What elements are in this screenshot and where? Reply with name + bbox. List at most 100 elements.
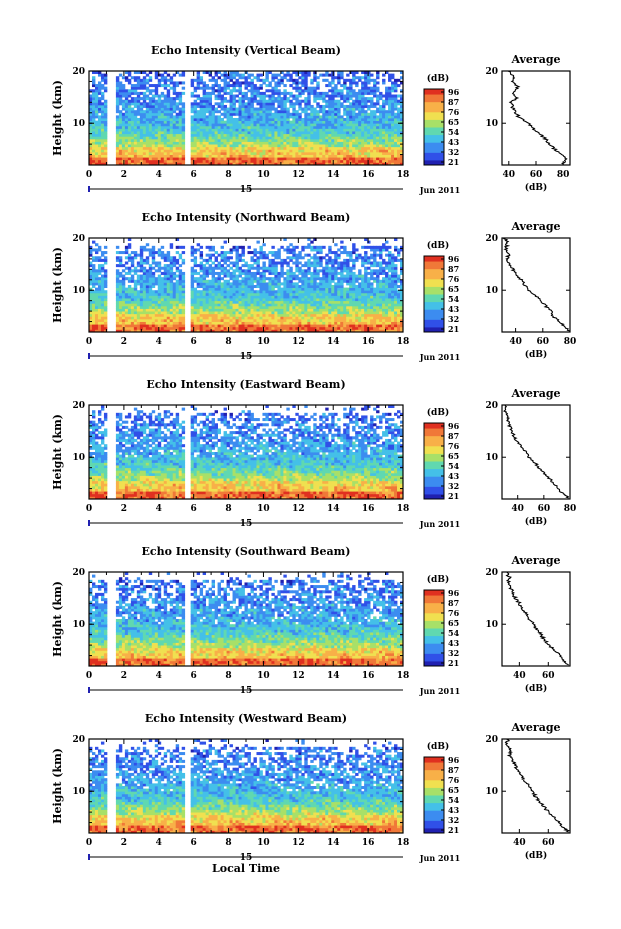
heatmap-cell	[340, 159, 344, 163]
heatmap-cell	[163, 107, 168, 111]
heatmap-cell	[262, 78, 266, 82]
heatmap-cell	[352, 287, 356, 291]
heatmap-cell	[124, 318, 129, 322]
heatmap-cell	[172, 125, 177, 129]
heatmap-cell	[283, 292, 287, 296]
heatmap-cell	[121, 287, 126, 291]
heatmap-cell	[139, 86, 144, 90]
heatmap-cell	[199, 78, 204, 82]
heatmap-cell	[202, 120, 207, 124]
heatmap-cell	[193, 146, 198, 150]
heatmap-cell	[325, 285, 329, 289]
heatmap-cell	[370, 97, 374, 101]
heatmap-cell	[262, 144, 266, 148]
heatmap-cell	[139, 141, 144, 145]
heatmap-cell	[346, 162, 350, 166]
heatmap-cell	[256, 76, 260, 80]
heatmap-cell	[244, 115, 248, 119]
heatmap-cell	[166, 102, 171, 106]
heatmap-cell	[322, 298, 326, 302]
heatmap-cell	[232, 154, 236, 158]
heatmap-cell	[181, 318, 186, 322]
heatmap-cell	[307, 128, 311, 132]
heatmap-cell	[388, 157, 392, 161]
heatmap-cell	[124, 71, 129, 75]
heatmap-cell	[193, 326, 198, 330]
heatmap-cell	[325, 287, 329, 291]
heatmap-cell	[337, 91, 341, 95]
heatmap-cell	[244, 311, 248, 315]
heatmap-cell	[325, 123, 329, 127]
heatmap-cell	[121, 311, 126, 315]
heatmap-cell	[181, 86, 186, 90]
heatmap-cell	[265, 316, 269, 320]
heatmap-cell	[292, 81, 296, 85]
heatmap-cell	[169, 298, 174, 302]
heatmap-cell	[262, 115, 266, 119]
heatmap-cell	[307, 290, 311, 294]
heatmap-cell	[91, 97, 96, 101]
heatmap-cell	[157, 120, 162, 124]
heatmap-cell	[217, 89, 221, 93]
heatmap-cell	[100, 107, 105, 111]
heatmap-cell	[256, 128, 260, 132]
heatmap-cell	[211, 115, 215, 119]
heatmap-cell	[349, 326, 353, 330]
colorbar-tick-label: 32	[448, 147, 459, 157]
heatmap-cell	[205, 120, 210, 124]
heatmap-cell	[295, 138, 299, 142]
heatmap-cell	[343, 313, 347, 317]
heatmap-cell	[349, 305, 353, 309]
heatmap-cell	[175, 94, 180, 98]
heatmap-cell	[286, 321, 290, 325]
heatmap-cell	[328, 321, 332, 325]
heatmap-cell	[280, 329, 284, 333]
heatmap-cell	[94, 136, 99, 140]
heatmap-cell	[259, 97, 263, 101]
heatmap-cell	[373, 128, 377, 132]
heatmap-cell	[391, 81, 395, 85]
heatmap-cell	[229, 303, 233, 307]
heatmap-cell	[373, 138, 377, 142]
heatmap-cell	[244, 104, 248, 108]
heatmap-cell	[208, 131, 213, 135]
heatmap-cell	[331, 125, 335, 129]
heatmap-cell	[358, 316, 362, 320]
heatmap-cell	[103, 298, 108, 302]
heatmap-cell	[121, 76, 126, 80]
heatmap-cell	[373, 120, 377, 124]
heatmap-cell	[100, 285, 105, 289]
heatmap-cell	[130, 91, 135, 95]
heatmap-cell	[343, 125, 347, 129]
heatmap-cell	[190, 136, 195, 140]
heatmap-cell	[169, 318, 174, 322]
heatmap-cell	[226, 136, 230, 140]
heatmap-cell	[265, 104, 269, 108]
date-label: 15	[240, 185, 253, 195]
heatmap-cell	[349, 298, 353, 302]
heatmap-cell	[328, 128, 332, 132]
heatmap-cell	[301, 311, 305, 315]
heatmap-cell	[89, 305, 93, 309]
heatmap-cell	[286, 118, 290, 122]
heatmap-cell	[214, 311, 218, 315]
heatmap-cell	[295, 99, 299, 103]
heatmap-cell	[352, 146, 356, 150]
heatmap-cell	[229, 107, 233, 111]
heatmap-cell	[373, 326, 377, 330]
heatmap-cell	[295, 295, 299, 299]
heatmap-cell	[322, 115, 326, 119]
heatmap-cell	[289, 133, 293, 137]
heatmap-cell	[316, 329, 320, 333]
heatmap-cell	[253, 311, 257, 315]
heatmap-cell	[322, 318, 326, 322]
heatmap-cell	[397, 300, 401, 304]
heatmap-cell	[307, 159, 311, 163]
heatmap-cell	[127, 136, 132, 140]
heatmap-cell	[364, 123, 368, 127]
heatmap-cell	[193, 313, 198, 317]
heatmap-cell	[196, 324, 201, 328]
heatmap-cell	[397, 326, 401, 330]
heatmap-cell	[346, 329, 350, 333]
heatmap-cell	[193, 308, 198, 312]
